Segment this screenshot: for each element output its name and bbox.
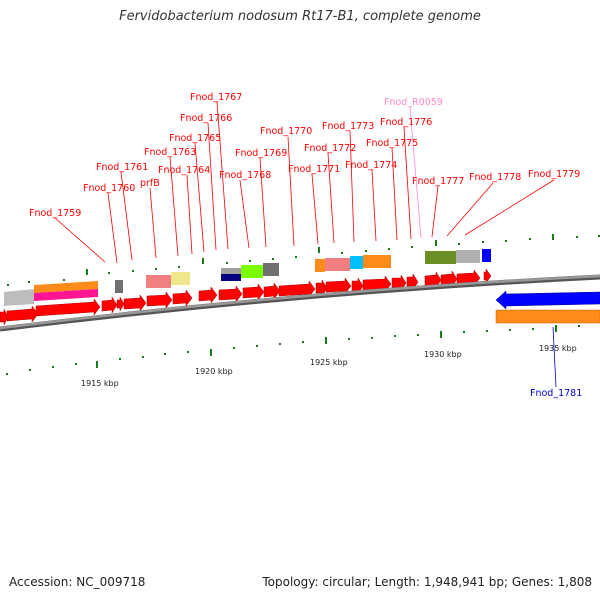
inner-tick-marks (6, 325, 580, 375)
reverse-cog-block (495, 309, 600, 324)
genome-title: Fervidobacterium nodosum Rt17-B1, comple… (119, 9, 481, 24)
gene-label: Fnod_1776 (380, 117, 432, 128)
genome-stats-text: Topology: circular; Length: 1,948,941 bp… (262, 575, 592, 589)
gene-label: Fnod_1779 (528, 169, 580, 180)
scale-labels: 1915 kbp 1920 kbp 1925 kbp 1930 kbp 1935… (81, 344, 577, 388)
gene-label: Fnod_1781 (530, 388, 582, 399)
gene-label: Fnod_1778 (469, 172, 521, 183)
genome-backbone (0, 274, 600, 332)
forward-cds-arrows (0, 268, 492, 326)
gene-label: Fnod_1768 (219, 170, 271, 181)
scale-label: 1925 kbp (310, 358, 348, 367)
accession-text: Accession: NC_009718 (9, 575, 146, 589)
outer-tick-marks (7, 234, 600, 286)
gene-label: Fnod_1760 (83, 183, 135, 194)
scale-label: 1935 kbp (539, 344, 577, 353)
gene-label: Fnod_1763 (144, 147, 196, 158)
gene-label: Fnod_1772 (304, 143, 356, 154)
scale-label: 1920 kbp (195, 367, 233, 376)
gene-label: Fnod_1774 (345, 160, 397, 171)
reverse-cds-arrows (495, 290, 600, 324)
leader-lines (54, 101, 557, 388)
scale-label: 1915 kbp (81, 379, 119, 388)
gene-label: Fnod_1771 (288, 164, 340, 175)
gene-label: Fnod_1767 (190, 92, 242, 103)
gene-label-group: Fnod_1759 Fnod_1760 Fnod_1761 prfB Fnod_… (29, 92, 582, 399)
gene-label: Fnod_1759 (29, 208, 81, 219)
gene-label: Fnod_R0059 (384, 97, 443, 108)
gene-label: Fnod_1765 (169, 133, 221, 144)
gene-label: prfB (140, 178, 160, 189)
gene-label: Fnod_1777 (412, 176, 464, 187)
gene-label: Fnod_1764 (158, 165, 210, 176)
gene-label: Fnod_1769 (235, 148, 287, 159)
gene-label: Fnod_1770 (260, 126, 312, 137)
cog-blocks-forward (4, 249, 491, 306)
scale-label: 1930 kbp (424, 350, 462, 359)
gene-label: Fnod_1775 (366, 138, 418, 149)
gene-label: Fnod_1773 (322, 121, 374, 132)
gene-label: Fnod_1761 (96, 162, 148, 173)
gene-label: Fnod_1766 (180, 113, 232, 124)
